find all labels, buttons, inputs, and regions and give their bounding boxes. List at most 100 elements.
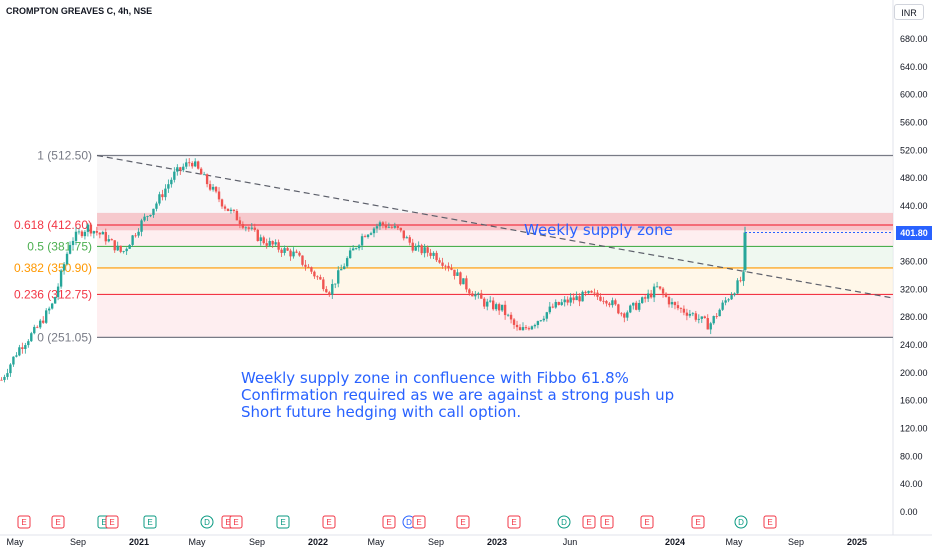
symbol-title: CROMPTON GREAVES C, 4h, NSE <box>6 6 153 16</box>
event-marker-label: E <box>644 518 649 527</box>
dividend-marker-icon[interactable] <box>200 515 214 529</box>
candle-body <box>214 186 218 192</box>
event-marker-label: E <box>604 518 609 527</box>
earnings-marker-icon[interactable] <box>456 515 470 529</box>
candle-body <box>366 234 370 238</box>
fib-band <box>97 267 893 295</box>
candle-body <box>250 227 253 229</box>
candle-body <box>480 293 483 299</box>
candle-body <box>453 269 456 276</box>
candle-body <box>518 327 522 331</box>
earnings-marker-icon[interactable] <box>276 515 290 529</box>
candle-body <box>706 318 709 330</box>
note-line-2: Confirmation required as we are against … <box>241 386 675 404</box>
candle-body <box>30 333 33 342</box>
candle-body <box>143 216 146 221</box>
earnings-marker-icon[interactable] <box>51 515 65 529</box>
candle-body <box>274 242 277 245</box>
earnings-marker-icon[interactable] <box>229 515 243 529</box>
candle-body <box>95 231 99 233</box>
earnings-marker-icon[interactable] <box>691 515 705 529</box>
event-marker-label: E <box>101 518 106 527</box>
candle-body <box>113 240 116 251</box>
candle-body <box>620 313 623 315</box>
earnings-marker-icon[interactable] <box>640 515 654 529</box>
earnings-marker-icon[interactable] <box>143 515 157 529</box>
event-marker-label: E <box>280 518 285 527</box>
price-tick-label: 80.00 <box>900 451 923 461</box>
candle-body <box>68 245 72 254</box>
candle-body <box>512 319 516 325</box>
candle-body <box>304 264 307 267</box>
earnings-marker-icon[interactable] <box>17 515 31 529</box>
earnings-marker-icon[interactable] <box>322 515 336 529</box>
candle-body <box>375 226 379 229</box>
candle-body <box>238 220 242 225</box>
candle-body <box>363 236 367 238</box>
dividend-marker-icon[interactable] <box>557 515 571 529</box>
candle-body <box>724 300 727 303</box>
earnings-marker-icon[interactable] <box>600 515 614 529</box>
candle-body <box>572 297 575 301</box>
candle-body <box>682 308 686 313</box>
earnings-marker-icon[interactable] <box>382 515 396 529</box>
candle-body <box>83 231 87 237</box>
candle-body <box>182 166 185 171</box>
candle-body <box>173 171 176 180</box>
candle-body <box>393 226 397 228</box>
candle-body <box>119 245 122 252</box>
candle-body <box>107 239 110 242</box>
candle-body <box>80 231 84 237</box>
candle-body <box>676 305 680 309</box>
candle-body <box>721 302 724 310</box>
candle-body <box>21 347 24 349</box>
price-tick-label: 560.00 <box>900 117 928 127</box>
candle-body <box>104 232 107 242</box>
candle-body <box>486 301 489 307</box>
candle-body <box>56 286 60 298</box>
candle-body <box>730 295 733 300</box>
candle-body <box>444 265 447 267</box>
dividend-marker-icon[interactable] <box>734 515 748 529</box>
event-marker-label: D <box>406 518 412 527</box>
candle-body <box>685 312 689 316</box>
candle-body <box>357 245 361 249</box>
candle-body <box>703 316 706 319</box>
candle-body <box>86 224 90 232</box>
candle-body <box>59 270 63 287</box>
candle-body <box>390 226 394 228</box>
candle-body <box>715 316 718 317</box>
candle-body <box>310 267 313 272</box>
candle-body <box>259 237 262 241</box>
candle-body <box>18 347 21 356</box>
candle-body <box>635 302 638 310</box>
candle-body <box>77 231 81 233</box>
time-tick-label: May <box>367 537 385 547</box>
candle-body <box>244 227 248 229</box>
candle-body <box>563 299 566 303</box>
candle-body <box>47 308 51 311</box>
candle-body <box>623 313 626 318</box>
candle-body <box>24 345 27 349</box>
candle-body <box>581 291 584 302</box>
candle-body <box>161 194 164 198</box>
candle-body <box>712 316 715 324</box>
candle-body <box>646 293 650 299</box>
currency-selector[interactable]: INR <box>894 4 924 20</box>
candle-body <box>253 227 256 230</box>
candle-body <box>268 241 271 246</box>
candle-body <box>497 304 501 311</box>
candle-body <box>617 304 620 314</box>
earnings-marker-icon[interactable] <box>582 515 596 529</box>
candle-body <box>372 228 376 234</box>
candle-body <box>652 286 656 298</box>
earnings-marker-icon[interactable] <box>412 515 426 529</box>
candle-body <box>89 224 93 234</box>
candle-body <box>325 289 328 293</box>
earnings-marker-icon[interactable] <box>105 515 119 529</box>
earnings-marker-icon[interactable] <box>763 515 777 529</box>
earnings-marker-icon[interactable] <box>507 515 521 529</box>
candle-body <box>554 301 557 308</box>
candle-body <box>503 304 507 316</box>
